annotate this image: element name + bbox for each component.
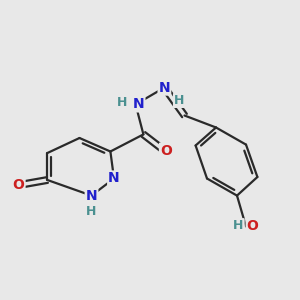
Text: H: H <box>174 94 184 107</box>
Text: N: N <box>108 172 120 185</box>
Text: H: H <box>117 95 127 109</box>
Text: N: N <box>86 189 97 202</box>
Text: O: O <box>247 219 259 232</box>
Text: H: H <box>86 205 97 218</box>
Text: N: N <box>159 81 170 94</box>
Text: O: O <box>160 144 172 158</box>
Text: H: H <box>233 219 244 232</box>
Text: O: O <box>13 178 25 192</box>
Text: N: N <box>133 98 144 111</box>
